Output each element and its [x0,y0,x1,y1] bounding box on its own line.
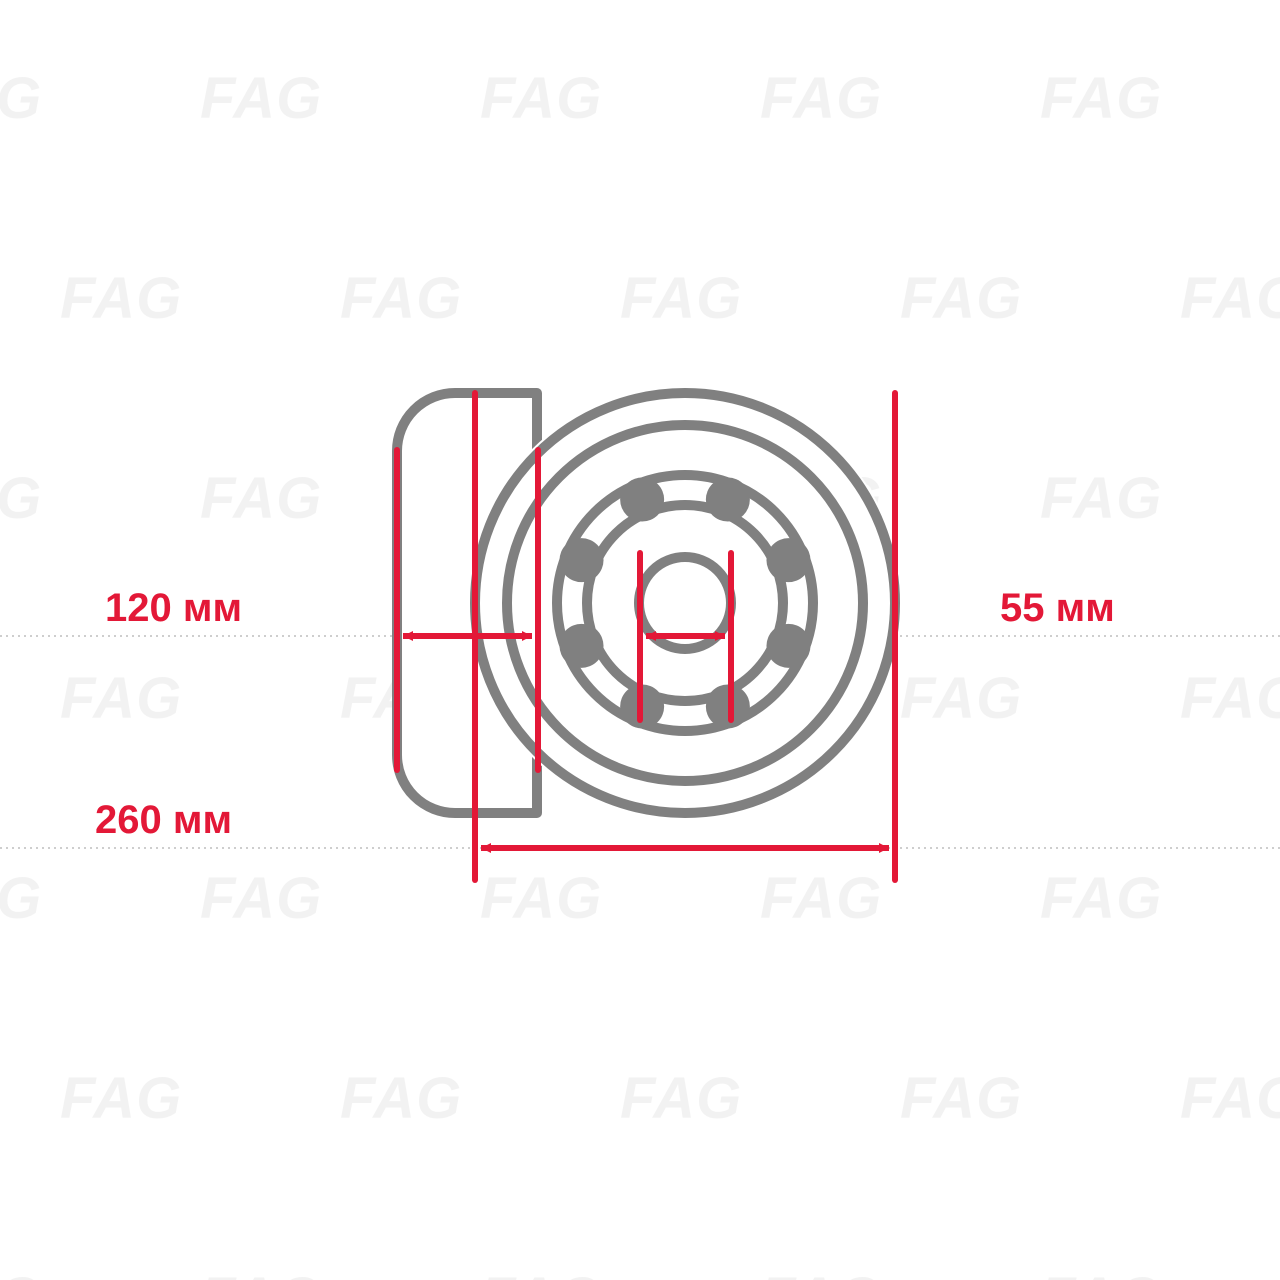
dimension-label-bore: 55 мм [1000,586,1115,631]
bearing-diagram [0,0,1280,1280]
dimension-label-width: 120 мм [105,586,242,631]
dimension-label-outer: 260 мм [95,798,232,843]
